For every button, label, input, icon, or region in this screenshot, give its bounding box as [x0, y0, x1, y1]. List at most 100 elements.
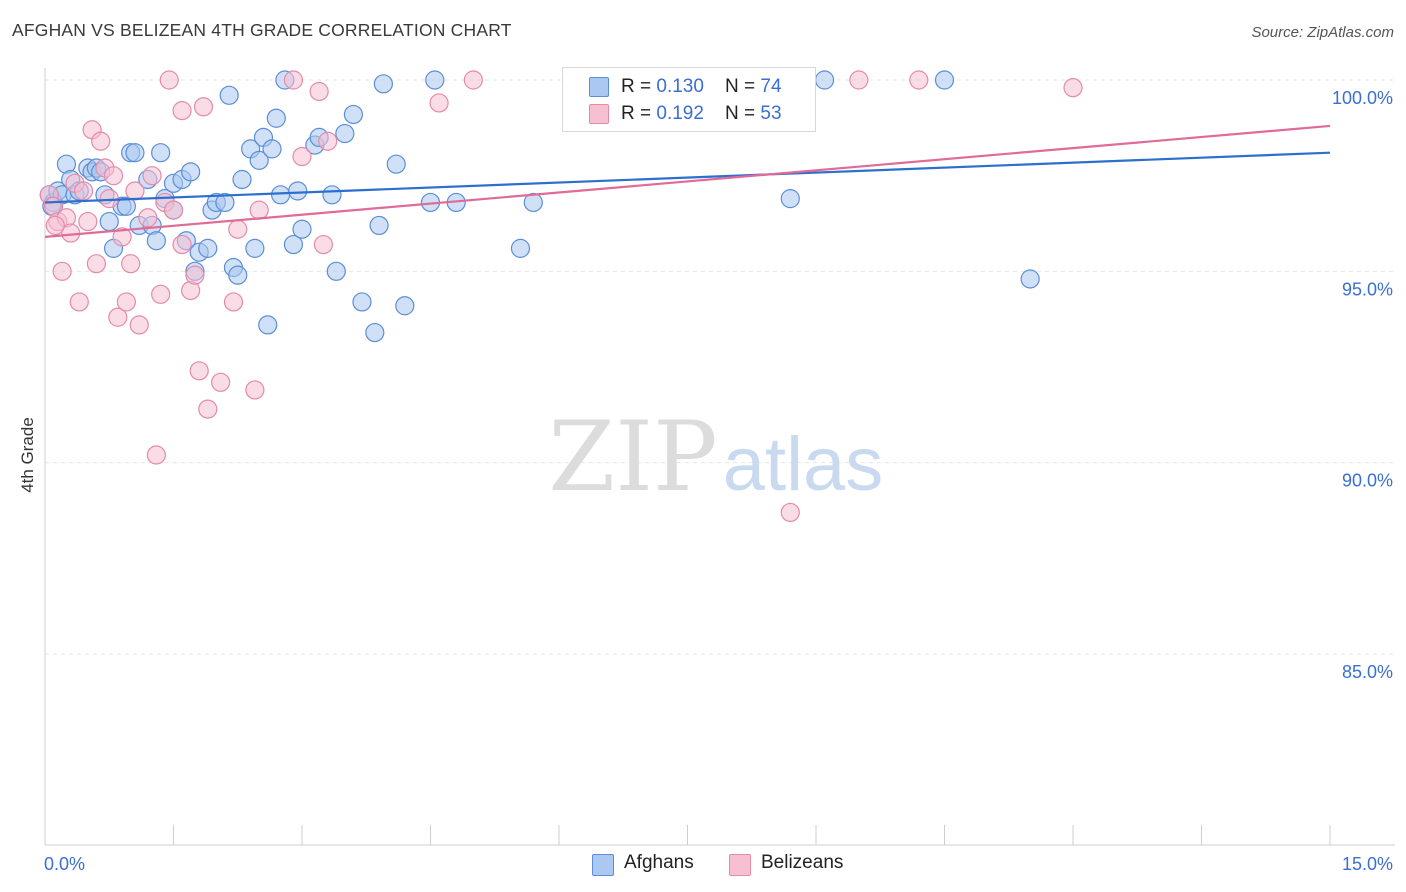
afghans-point [343, 104, 363, 125]
watermark-atlas: atlas [723, 422, 884, 507]
y-tick-label: 95.0% [1342, 279, 1393, 299]
afghans-point [335, 123, 355, 144]
afghans-point [219, 85, 239, 105]
afghans-point [288, 181, 308, 201]
afghans-point [270, 185, 291, 205]
legend-r-value: 0.192 [656, 103, 704, 124]
afghans-point [151, 143, 171, 163]
afghans-point [369, 215, 389, 236]
gridlines [45, 79, 1395, 655]
belizeans-trendline [44, 124, 1331, 238]
belizeans-legend-icon [729, 854, 751, 876]
axes [44, 68, 1395, 846]
belizeans-point [780, 502, 800, 523]
belizeans-point [1063, 78, 1083, 98]
belizeans-point [146, 445, 166, 465]
belizeans-point [429, 93, 449, 113]
y-axis-label: 4th Grade [18, 417, 37, 493]
belizeans-point [159, 70, 179, 90]
belizeans-point [318, 131, 338, 151]
afghans-point [326, 261, 346, 281]
tick-labels: 100.0% 95.0% 90.0% 85.0% 0.0% 15.0% [44, 88, 1393, 874]
trendlines [44, 124, 1331, 238]
afghans-point [322, 185, 342, 205]
afghans-point [292, 219, 312, 239]
belizeans-point [73, 181, 94, 201]
belizeans-point [849, 70, 869, 90]
belizeans-point [223, 292, 244, 312]
source-label: Source: ZipAtlas.com [1251, 24, 1394, 41]
legend-r-label: R = [621, 76, 657, 97]
belizeans-point [228, 219, 248, 239]
belizeans-point [189, 361, 209, 381]
bottom-legend-label: Belizeans [761, 852, 844, 873]
afghans-point [283, 234, 304, 255]
afghans-point [365, 322, 385, 343]
afghans-point [181, 162, 201, 182]
belizeans-point [292, 146, 312, 167]
afghans-point [266, 108, 286, 128]
belizeans-point [78, 211, 98, 232]
belizeans-point [125, 181, 145, 201]
belizeans-point [309, 81, 329, 102]
belizeans-point [69, 292, 89, 312]
y-tick-label: 100.0% [1332, 88, 1393, 108]
legend-n-value: 74 [760, 76, 782, 97]
afghans-point [523, 192, 543, 213]
afghans-point [780, 189, 800, 209]
afghans-point [99, 211, 119, 232]
legend-r-label: R = [621, 103, 657, 124]
bottom-legend-label: Afghans [624, 852, 694, 873]
belizeans-point [151, 284, 171, 304]
stats-legend: R = 0.130 N = 74 R = 0.192 N = 53 [562, 67, 816, 132]
belizeans-point [198, 399, 218, 419]
afghans-point [352, 292, 372, 312]
belizeans-point [185, 265, 205, 285]
belizeans-point [52, 261, 72, 281]
belizeans-point [91, 131, 111, 151]
belizeans-point [463, 70, 483, 90]
x-tick-label: 15.0% [1342, 854, 1393, 874]
legend-n-label: N = [725, 76, 761, 97]
belizeans-point [116, 292, 136, 312]
belizeans-point [245, 380, 265, 400]
y-tick-label: 90.0% [1342, 471, 1393, 491]
afghans-point [814, 70, 835, 90]
belizeans-point [103, 166, 124, 186]
belizeans-point [249, 200, 269, 220]
legend-n-value: 53 [760, 103, 782, 124]
afghans-point [386, 154, 406, 174]
afghans-point [934, 70, 955, 90]
afghans-point [249, 150, 269, 170]
belizeans-point [86, 254, 107, 274]
belizeans-point [172, 234, 192, 255]
chart-title: AFGHAN VS BELIZEAN 4TH GRADE CORRELATION… [12, 20, 512, 40]
legend-n-label: N = [725, 103, 761, 124]
y-tick-label: 85.0% [1342, 662, 1393, 682]
afghans-point [1020, 269, 1040, 289]
afghans-trendline [44, 151, 1331, 204]
belizeans-point [163, 200, 184, 220]
belizeans-swatch-icon [589, 104, 609, 124]
afghans-point [510, 238, 531, 258]
afghans-legend-icon [592, 854, 614, 876]
afghans-point [125, 143, 145, 163]
belizeans-points [39, 70, 1083, 523]
afghans-point [373, 74, 393, 94]
afghans-point [228, 265, 248, 285]
afghans-point [198, 238, 218, 258]
afghans-point [215, 192, 235, 213]
belizeans-point [112, 227, 132, 247]
belizeans-point [129, 315, 149, 335]
afghans-point [258, 315, 278, 335]
belizeans-point [909, 70, 929, 90]
belizeans-point [121, 254, 141, 274]
afghans-point [116, 196, 136, 216]
watermark: ZIP atlas [548, 401, 883, 513]
afghans-swatch-icon [589, 77, 609, 97]
legend-r-value: 0.130 [656, 76, 704, 97]
x-tick-label: 0.0% [44, 854, 85, 874]
belizeans-point [283, 70, 304, 90]
afghans-point [395, 296, 415, 316]
